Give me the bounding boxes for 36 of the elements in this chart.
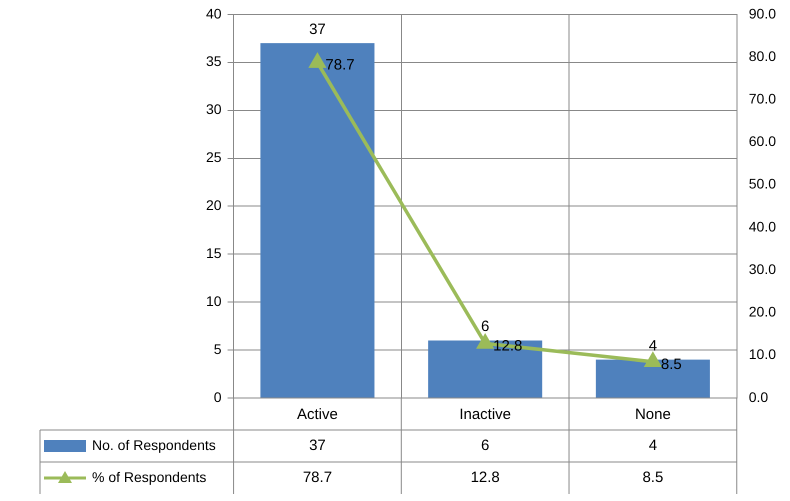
y-tick-label: 40 xyxy=(206,5,222,22)
annotation: 8.5 xyxy=(660,356,682,373)
y-tick-label: 35 xyxy=(206,53,222,70)
data-label: 4 xyxy=(648,437,658,454)
data-label: 8.5 xyxy=(642,469,664,486)
data-label: 12.8 xyxy=(470,469,500,486)
x-tick-label: Inactive xyxy=(459,406,512,424)
y2-tick-label: 60.0 xyxy=(748,133,776,150)
y2-tick-label: 10.0 xyxy=(748,346,776,362)
y-tick-label: 0 xyxy=(214,388,222,405)
annotation: 4 xyxy=(648,337,658,354)
y-tick-label: 15 xyxy=(206,245,222,262)
annotation: 12.8 xyxy=(493,338,522,355)
annotation: 6 xyxy=(480,318,490,336)
data-label: 6 xyxy=(480,437,490,454)
annotation: 78.7 xyxy=(325,56,355,74)
y2-tick-label: 40.0 xyxy=(748,218,776,234)
legend-label: % of Respondents xyxy=(92,468,206,485)
y-tick-label: 5 xyxy=(214,340,222,357)
y2-tick-label: 0.0 xyxy=(748,388,768,405)
y2-tick-label: 70.0 xyxy=(748,90,776,107)
y2-tick-label: 30.0 xyxy=(748,260,776,277)
y2-tick-label: 90.0 xyxy=(748,5,776,22)
legend-label: No. of Respondents xyxy=(92,436,216,453)
data-label: 37 xyxy=(309,437,326,454)
y2-tick-label: 20.0 xyxy=(748,304,776,320)
y2-tick-label: 50.0 xyxy=(748,176,776,192)
annotation: 37 xyxy=(309,20,326,38)
y2-tick-label: 80.0 xyxy=(748,48,776,64)
x-tick-label: Active xyxy=(297,406,338,424)
y-tick-label: 30 xyxy=(206,101,222,118)
x-tick-label: None xyxy=(634,406,671,424)
y-tick-label: 20 xyxy=(206,197,222,214)
data-label: 78.7 xyxy=(302,469,332,486)
y-tick-label: 25 xyxy=(206,149,222,166)
y-tick-label: 10 xyxy=(206,292,222,309)
